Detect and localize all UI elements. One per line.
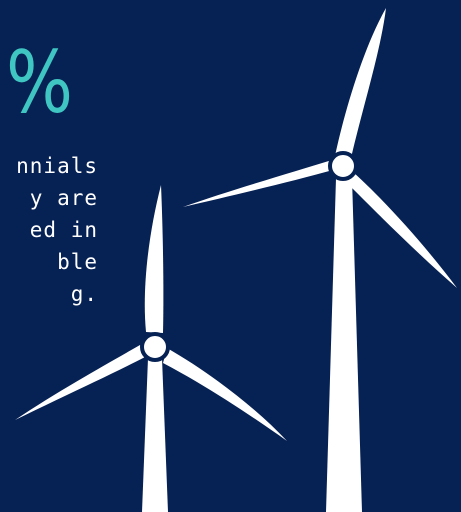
stat-line: nnials	[16, 154, 98, 178]
stat-line: ed in	[29, 218, 98, 242]
wind-turbine-icon	[15, 185, 287, 512]
stat-line: ble	[57, 250, 98, 274]
stat-line: y are	[29, 186, 98, 210]
stat-percent-sign: %	[6, 33, 73, 133]
stat-line: g.	[70, 282, 98, 306]
wind-turbine-icon	[183, 8, 457, 512]
stat-description: nnials y are ed in ble g.	[16, 150, 98, 310]
